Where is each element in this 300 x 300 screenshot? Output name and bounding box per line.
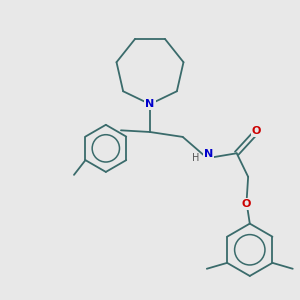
Text: N: N xyxy=(146,99,154,109)
Text: N: N xyxy=(204,149,214,159)
Text: O: O xyxy=(252,126,261,136)
Text: H: H xyxy=(192,153,200,163)
Text: O: O xyxy=(242,199,251,209)
